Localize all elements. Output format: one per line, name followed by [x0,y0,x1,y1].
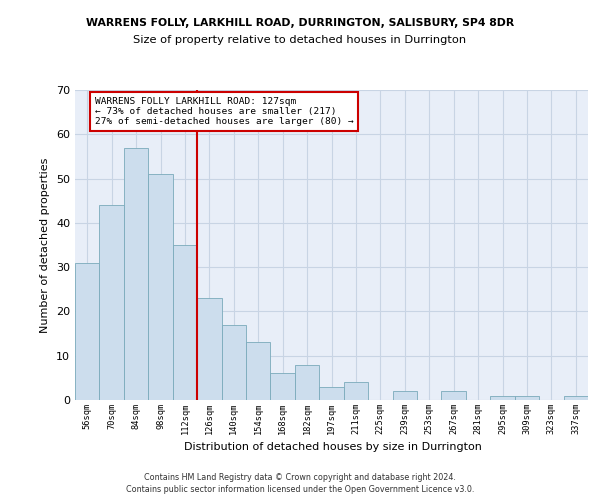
Text: Distribution of detached houses by size in Durrington: Distribution of detached houses by size … [184,442,482,452]
Text: WARRENS FOLLY, LARKHILL ROAD, DURRINGTON, SALISBURY, SP4 8DR: WARRENS FOLLY, LARKHILL ROAD, DURRINGTON… [86,18,514,28]
Bar [344,382,368,400]
Bar [392,391,417,400]
Bar [173,245,197,400]
Bar [295,364,319,400]
Bar [442,391,466,400]
Bar [319,386,344,400]
Bar [124,148,148,400]
Text: Size of property relative to detached houses in Durrington: Size of property relative to detached ho… [133,35,467,45]
Bar [221,324,246,400]
Bar [490,396,515,400]
Bar [515,396,539,400]
Bar [197,298,221,400]
Bar [75,262,100,400]
Text: Contains HM Land Registry data © Crown copyright and database right 2024.: Contains HM Land Registry data © Crown c… [144,472,456,482]
Text: Contains public sector information licensed under the Open Government Licence v3: Contains public sector information licen… [126,485,474,494]
Bar [246,342,271,400]
Text: WARRENS FOLLY LARKHILL ROAD: 127sqm
← 73% of detached houses are smaller (217)
2: WARRENS FOLLY LARKHILL ROAD: 127sqm ← 73… [95,96,353,126]
Y-axis label: Number of detached properties: Number of detached properties [40,158,50,332]
Bar [148,174,173,400]
Bar [563,396,588,400]
Bar [100,205,124,400]
Bar [271,374,295,400]
